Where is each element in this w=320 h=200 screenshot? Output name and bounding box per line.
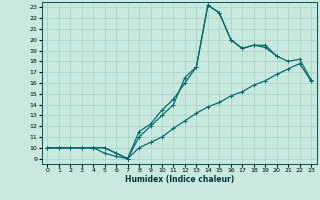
X-axis label: Humidex (Indice chaleur): Humidex (Indice chaleur) [124,175,234,184]
